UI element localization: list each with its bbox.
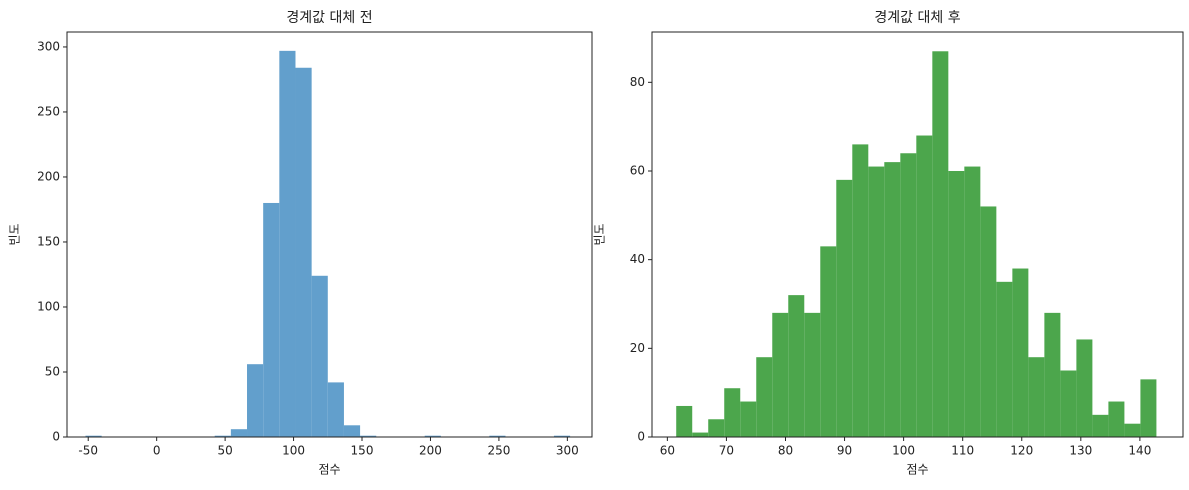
y-tick-label: 50 (45, 364, 60, 378)
bar (900, 153, 917, 437)
bar (279, 50, 296, 438)
bar (932, 51, 949, 438)
y-tick-label: 0 (52, 430, 60, 444)
x-tick-label: 300 (556, 444, 579, 458)
x-tick-label: 70 (719, 444, 734, 458)
axes-frame (651, 31, 1184, 438)
bar (247, 364, 264, 437)
x-tick-label: 50 (217, 444, 232, 458)
x-tick-label: 100 (892, 444, 915, 458)
bar (964, 166, 981, 438)
bar (327, 382, 344, 437)
bar (996, 281, 1013, 437)
bar (295, 67, 312, 437)
chart-title: 경계값 대체 전 (286, 10, 372, 26)
plot (676, 51, 1157, 438)
bar (360, 435, 377, 437)
bar (804, 312, 821, 437)
bar (740, 401, 757, 437)
bar (724, 388, 741, 437)
bar (1108, 401, 1125, 437)
bar (756, 357, 773, 437)
x-tick-label: 250 (487, 444, 510, 458)
bar (820, 246, 837, 437)
x-tick-label: 60 (660, 444, 675, 458)
x-axis-label: 점수 (906, 463, 928, 477)
bar (1092, 414, 1109, 437)
x-tick-label: 110 (951, 444, 974, 458)
x-tick-label: 140 (1128, 444, 1151, 458)
x-axis-label: 점수 (318, 463, 340, 477)
bar (85, 435, 102, 437)
bar (788, 295, 805, 437)
bar (692, 432, 709, 437)
y-tick-label: 200 (37, 169, 60, 183)
bar (1076, 339, 1093, 437)
y-tick-label: 60 (630, 163, 645, 177)
bar (868, 166, 885, 438)
bar (676, 405, 693, 437)
y-tick-label: 250 (37, 104, 60, 118)
x-tick-label: 0 (153, 444, 161, 458)
x-tick-label: 120 (1010, 444, 1033, 458)
y-tick-label: 0 (637, 430, 645, 444)
x-tick-label: 200 (419, 444, 442, 458)
y-tick-label: 40 (630, 252, 645, 266)
plot (85, 50, 571, 438)
bar (263, 202, 280, 437)
bar (343, 425, 361, 437)
y-tick-label: 100 (37, 299, 60, 313)
bar (311, 275, 328, 437)
bar (1140, 379, 1157, 437)
y-tick-label: 300 (37, 39, 60, 53)
bar (852, 144, 869, 437)
bar (424, 435, 441, 437)
bar (980, 206, 997, 437)
y-tick-label: 150 (37, 234, 60, 248)
y-tick-label: 20 (630, 341, 645, 355)
bar (214, 435, 231, 437)
bar (836, 179, 853, 437)
y-axis-label: 빈도 (593, 223, 607, 245)
bar (948, 170, 965, 437)
bar (553, 435, 571, 437)
bar (1060, 370, 1077, 437)
x-tick-label: -50 (78, 444, 98, 458)
y-axis-label: 빈도 (8, 223, 22, 245)
x-tick-label: 150 (351, 444, 374, 458)
bar (772, 312, 789, 437)
bar (1028, 357, 1045, 437)
bar (230, 429, 248, 437)
x-tick-label: 100 (282, 444, 305, 458)
bar (884, 162, 901, 437)
y-tick-label: 80 (630, 75, 645, 89)
bar (708, 419, 725, 437)
bar (489, 435, 506, 437)
bar (916, 135, 933, 438)
x-tick-label: 90 (837, 444, 852, 458)
chart-title: 경계값 대체 후 (874, 10, 960, 26)
x-tick-label: 130 (1069, 444, 1092, 458)
axes-frame (66, 31, 593, 438)
x-tick-label: 80 (778, 444, 793, 458)
bar (1124, 423, 1141, 437)
bar (1044, 312, 1061, 437)
bar (1012, 268, 1029, 437)
